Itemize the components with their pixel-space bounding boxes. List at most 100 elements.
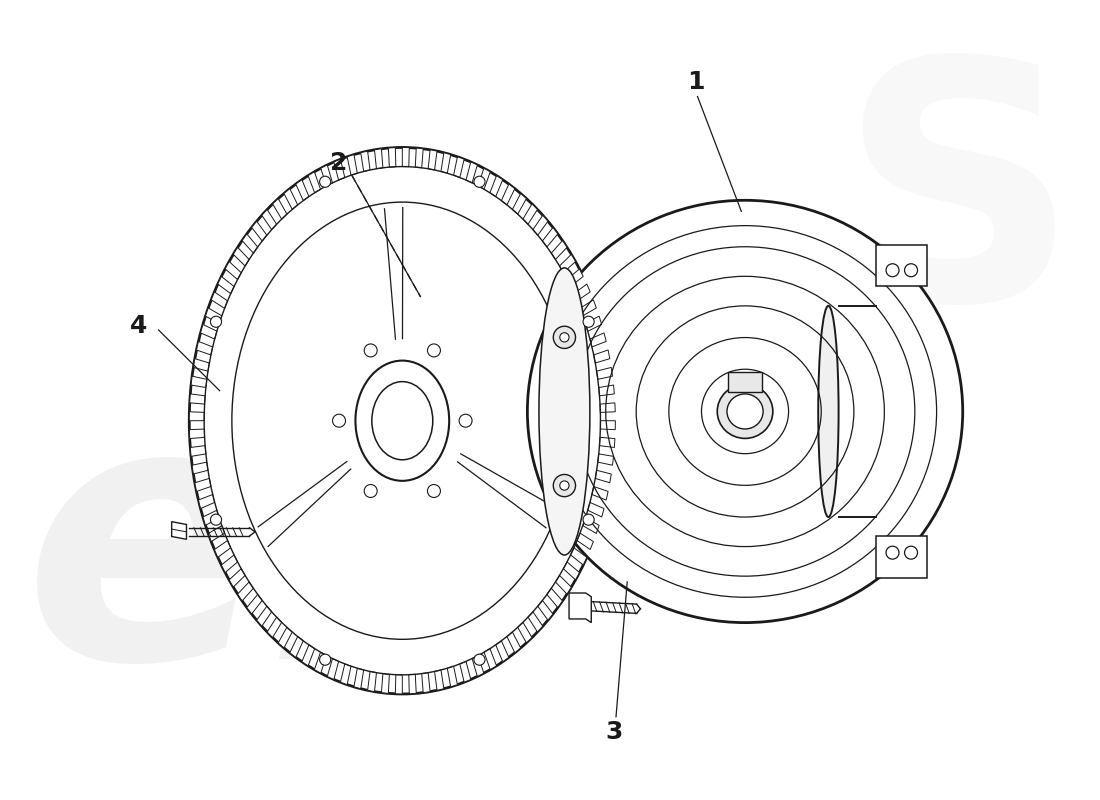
Polygon shape [200, 325, 217, 339]
Polygon shape [374, 149, 383, 169]
Circle shape [474, 654, 485, 666]
Polygon shape [367, 671, 376, 692]
Polygon shape [522, 204, 538, 224]
Polygon shape [532, 215, 548, 235]
Polygon shape [598, 385, 614, 396]
Circle shape [364, 485, 377, 498]
Polygon shape [877, 537, 927, 578]
Polygon shape [252, 222, 267, 241]
Polygon shape [448, 666, 458, 687]
Polygon shape [233, 247, 249, 266]
Ellipse shape [539, 268, 590, 555]
Polygon shape [333, 159, 344, 180]
Polygon shape [229, 569, 245, 587]
Ellipse shape [189, 147, 615, 694]
Polygon shape [441, 153, 451, 174]
Text: S: S [838, 46, 1078, 369]
Circle shape [332, 414, 345, 427]
Polygon shape [189, 412, 205, 421]
Polygon shape [321, 165, 332, 186]
Polygon shape [403, 147, 409, 166]
Polygon shape [597, 454, 614, 466]
Ellipse shape [527, 200, 962, 622]
Text: 2: 2 [330, 151, 348, 175]
Polygon shape [208, 526, 224, 542]
Polygon shape [484, 649, 496, 670]
Circle shape [428, 485, 440, 498]
Polygon shape [551, 241, 566, 259]
Text: 1: 1 [686, 70, 704, 94]
Circle shape [583, 316, 594, 327]
Circle shape [560, 333, 569, 342]
Polygon shape [218, 277, 234, 294]
Polygon shape [592, 486, 608, 500]
Circle shape [320, 176, 331, 187]
Polygon shape [478, 168, 491, 190]
Polygon shape [278, 627, 293, 648]
Circle shape [210, 514, 221, 526]
Circle shape [886, 546, 899, 559]
Polygon shape [211, 292, 228, 308]
Ellipse shape [727, 394, 763, 429]
Polygon shape [434, 670, 444, 690]
Polygon shape [583, 518, 600, 534]
Polygon shape [590, 333, 606, 347]
Polygon shape [466, 162, 477, 183]
Ellipse shape [355, 361, 449, 481]
Polygon shape [194, 358, 209, 371]
Polygon shape [267, 617, 282, 638]
Circle shape [560, 481, 569, 490]
Circle shape [886, 264, 899, 277]
Polygon shape [542, 227, 558, 247]
Polygon shape [273, 198, 287, 219]
Polygon shape [190, 446, 206, 456]
Polygon shape [421, 673, 430, 693]
Polygon shape [192, 462, 208, 474]
Polygon shape [221, 555, 238, 573]
Polygon shape [453, 157, 464, 178]
Polygon shape [246, 594, 262, 614]
Ellipse shape [717, 385, 773, 438]
Polygon shape [202, 510, 219, 526]
Polygon shape [460, 662, 471, 682]
Polygon shape [513, 194, 527, 214]
Polygon shape [585, 316, 602, 331]
Text: a passion for parts: a passion for parts [370, 499, 564, 546]
Circle shape [210, 316, 221, 327]
Polygon shape [528, 612, 542, 632]
Polygon shape [601, 421, 615, 430]
Circle shape [474, 176, 485, 187]
Circle shape [904, 264, 917, 277]
Circle shape [583, 514, 594, 526]
Polygon shape [877, 245, 927, 286]
Circle shape [904, 546, 917, 559]
Polygon shape [238, 582, 253, 601]
Polygon shape [262, 210, 276, 230]
Polygon shape [560, 254, 575, 273]
Polygon shape [556, 575, 571, 594]
Polygon shape [301, 645, 315, 666]
Circle shape [364, 344, 377, 357]
Polygon shape [472, 655, 484, 677]
Polygon shape [348, 154, 358, 175]
Polygon shape [578, 533, 593, 550]
Polygon shape [547, 588, 562, 607]
Polygon shape [600, 438, 615, 447]
Polygon shape [189, 429, 205, 438]
Polygon shape [596, 367, 613, 379]
Polygon shape [518, 622, 532, 643]
Circle shape [428, 344, 440, 357]
Polygon shape [198, 494, 214, 509]
Polygon shape [206, 308, 222, 323]
Polygon shape [361, 151, 370, 171]
Polygon shape [195, 478, 211, 491]
Polygon shape [242, 234, 257, 253]
Text: 4: 4 [130, 314, 146, 338]
Polygon shape [569, 593, 592, 622]
Polygon shape [214, 541, 231, 558]
Polygon shape [315, 652, 327, 673]
Polygon shape [172, 522, 187, 539]
Polygon shape [328, 658, 339, 679]
Polygon shape [189, 394, 205, 404]
Circle shape [320, 654, 331, 666]
